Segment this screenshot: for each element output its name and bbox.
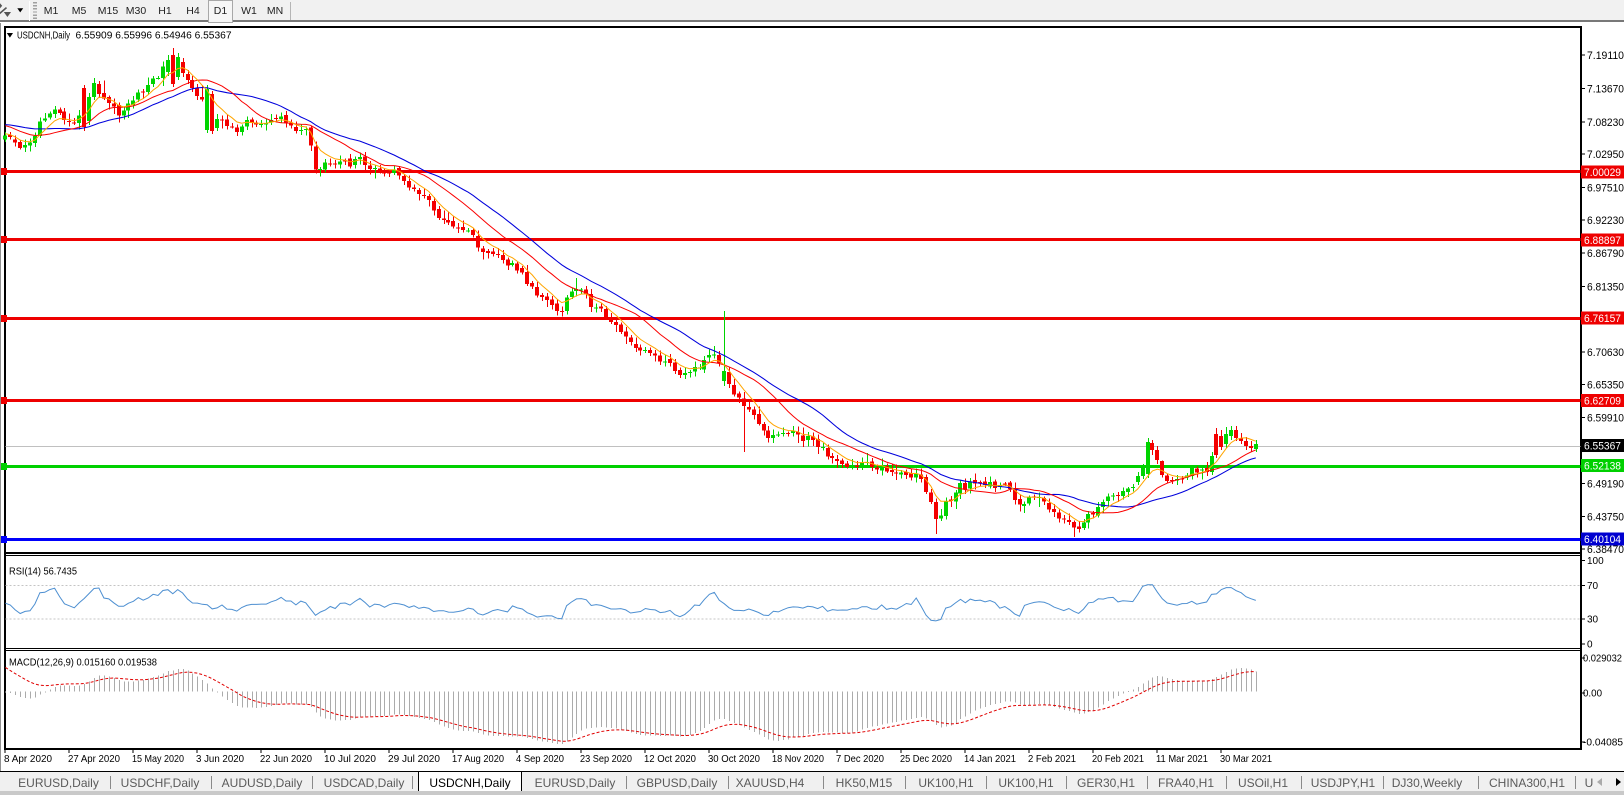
svg-text:7 Dec 2020: 7 Dec 2020 [836, 754, 884, 765]
svg-text:18 Nov 2020: 18 Nov 2020 [772, 754, 824, 765]
svg-text:6.52138: 6.52138 [1584, 460, 1621, 472]
svg-text:-0.04085: -0.04085 [1583, 738, 1623, 749]
svg-text:29 Jul 2020: 29 Jul 2020 [388, 754, 440, 765]
svg-text:RSI(14) 56.7435: RSI(14) 56.7435 [9, 567, 77, 578]
svg-text:20 Feb 2021: 20 Feb 2021 [1092, 754, 1144, 765]
svg-text:6.70630: 6.70630 [1587, 347, 1624, 359]
svg-text:100: 100 [1587, 556, 1604, 567]
svg-text:2 Feb 2021: 2 Feb 2021 [1028, 754, 1076, 765]
svg-text:6.55909 6.55996 6.54946 6.5536: 6.55909 6.55996 6.54946 6.55367 [76, 31, 232, 42]
svg-text:25 Dec 2020: 25 Dec 2020 [900, 754, 952, 765]
svg-text:6.43750: 6.43750 [1587, 512, 1624, 524]
svg-text:30: 30 [1587, 614, 1599, 625]
svg-text:MACD(12,26,9) 0.015160 0.01953: MACD(12,26,9) 0.015160 0.019538 [9, 658, 157, 669]
svg-text:30 Oct 2020: 30 Oct 2020 [708, 754, 760, 765]
svg-text:0: 0 [1587, 639, 1593, 650]
svg-text:27 Apr 2020: 27 Apr 2020 [68, 754, 120, 765]
svg-text:6.65350: 6.65350 [1587, 379, 1624, 391]
svg-text:22 Jun 2020: 22 Jun 2020 [260, 754, 312, 765]
svg-text:14 Jan 2021: 14 Jan 2021 [964, 754, 1016, 765]
svg-text:6.40104: 6.40104 [1584, 534, 1621, 546]
svg-text:6.55367: 6.55367 [1584, 441, 1621, 453]
svg-text:30 Mar 2021: 30 Mar 2021 [1220, 754, 1272, 765]
svg-text:7.08230: 7.08230 [1587, 117, 1624, 129]
svg-text:6.38470: 6.38470 [1587, 544, 1624, 556]
svg-text:USDCNH,Daily: USDCNH,Daily [17, 31, 70, 42]
svg-text:0.029032: 0.029032 [1583, 654, 1622, 665]
svg-text:6.59910: 6.59910 [1587, 413, 1624, 425]
svg-text:6.86790: 6.86790 [1587, 248, 1624, 260]
svg-text:6.88897: 6.88897 [1584, 235, 1621, 247]
svg-text:70: 70 [1587, 581, 1599, 592]
svg-text:11 Mar 2021: 11 Mar 2021 [1156, 754, 1208, 765]
svg-text:17 Aug 2020: 17 Aug 2020 [452, 754, 504, 765]
svg-text:6.97510: 6.97510 [1587, 182, 1624, 194]
svg-text:6.76157: 6.76157 [1584, 313, 1621, 325]
svg-text:6.92230: 6.92230 [1587, 215, 1624, 227]
svg-text:3 Jun 2020: 3 Jun 2020 [196, 754, 244, 765]
svg-text:7.00029: 7.00029 [1584, 167, 1621, 179]
svg-text:0.00: 0.00 [1583, 689, 1602, 700]
svg-text:4 Sep 2020: 4 Sep 2020 [516, 754, 564, 765]
svg-text:7.02950: 7.02950 [1587, 149, 1624, 161]
svg-text:6.49190: 6.49190 [1587, 478, 1624, 490]
svg-text:6.62709: 6.62709 [1584, 396, 1621, 408]
svg-text:15 May 2020: 15 May 2020 [132, 754, 184, 765]
svg-text:7.13670: 7.13670 [1587, 84, 1624, 96]
svg-text:12 Oct 2020: 12 Oct 2020 [644, 754, 696, 765]
svg-text:10 Jul 2020: 10 Jul 2020 [324, 754, 376, 765]
svg-text:8 Apr 2020: 8 Apr 2020 [4, 754, 52, 765]
svg-text:6.81350: 6.81350 [1587, 281, 1624, 293]
svg-text:7.19110: 7.19110 [1587, 50, 1624, 62]
svg-text:23 Sep 2020: 23 Sep 2020 [580, 754, 632, 765]
